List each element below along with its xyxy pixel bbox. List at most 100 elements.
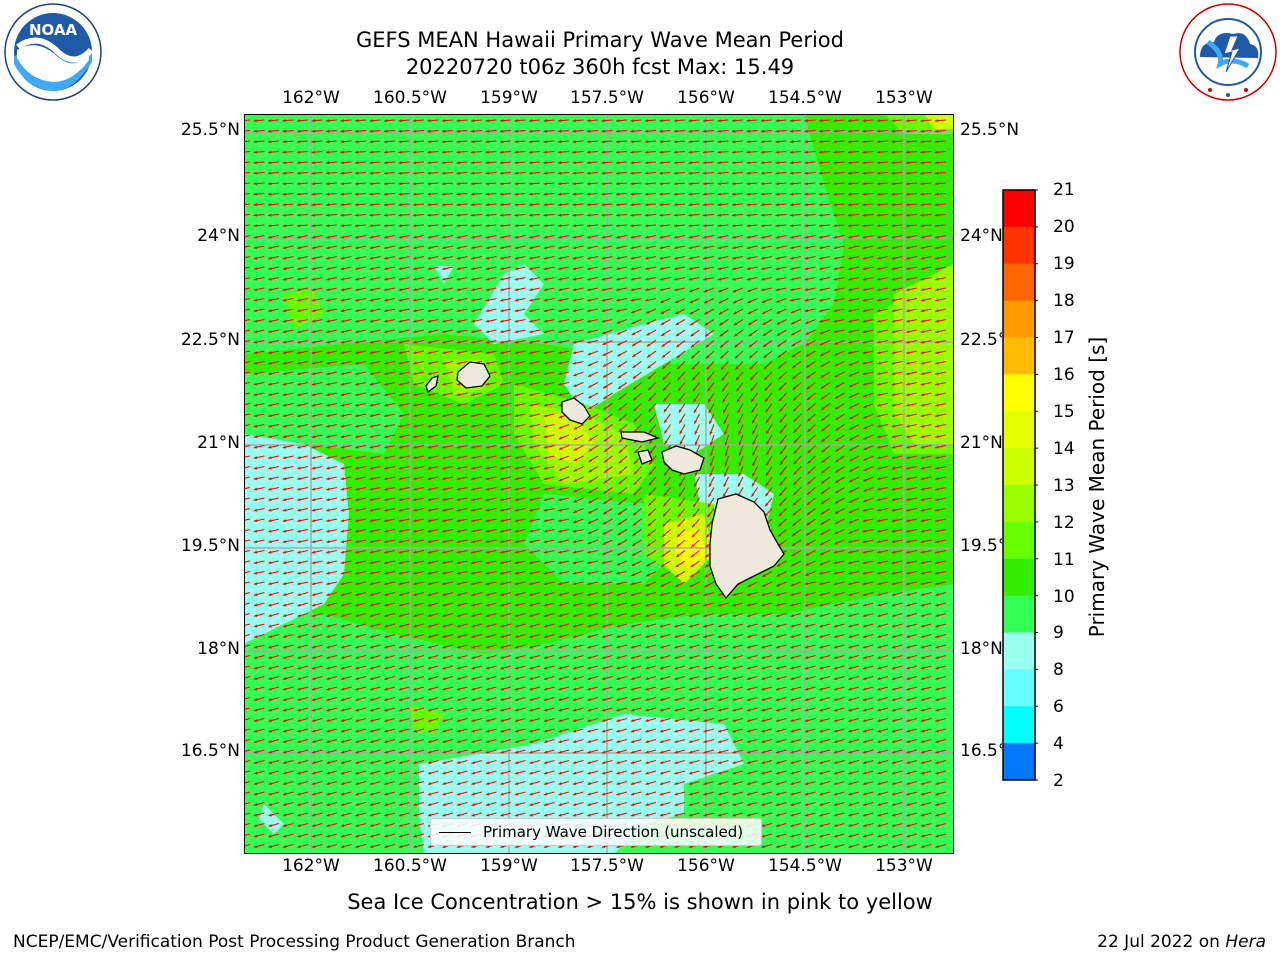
wave-arrow-head xyxy=(427,203,431,207)
wave-arrow-head xyxy=(543,309,548,313)
wave-arrow-head xyxy=(587,298,591,302)
wave-arrow-head xyxy=(616,256,620,260)
wave-arrow-head xyxy=(819,342,824,346)
wave-arrow-head xyxy=(708,409,712,414)
wave-arrow-head xyxy=(297,309,301,313)
wave-arrow-head xyxy=(819,256,823,260)
wave-arrow-head xyxy=(761,182,765,186)
wave-arrow-head xyxy=(807,407,811,411)
wave-arrow-head xyxy=(674,182,678,186)
wave-arrow-head xyxy=(529,246,533,250)
wave-arrow-head xyxy=(775,256,780,260)
wave-arrow-head xyxy=(862,288,867,292)
wave-arrow-head xyxy=(877,192,881,196)
wave-arrow-head xyxy=(268,140,272,144)
wave-arrow-head xyxy=(750,376,754,381)
wave-arrow-head xyxy=(645,203,649,207)
wave-arrow-head xyxy=(398,267,403,271)
wave-arrow-head xyxy=(862,171,866,175)
wave-arrow-head xyxy=(935,309,939,313)
wave-arrow-head xyxy=(413,182,417,186)
wave-arrow-head xyxy=(717,171,721,175)
wave-arrow-head xyxy=(848,213,852,217)
wave-arrow-head xyxy=(485,161,489,165)
wave-arrow-head xyxy=(514,224,518,228)
wave-arrow-head xyxy=(282,192,286,196)
wave-arrow-head xyxy=(311,182,315,186)
wave-arrow-head xyxy=(398,256,403,260)
wave-arrow-head xyxy=(659,235,664,239)
wave-arrow-head xyxy=(268,361,272,365)
wave-arrow-head xyxy=(340,140,344,144)
wave-arrow-head xyxy=(588,373,592,377)
wave-arrow-head xyxy=(384,393,388,397)
wave-arrow-head xyxy=(891,267,896,271)
wave-arrow-head xyxy=(659,150,663,154)
wave-arrow-head xyxy=(732,289,737,293)
wave-arrow-head xyxy=(543,192,547,196)
wave-arrow-head xyxy=(485,351,490,355)
wave-arrow-head xyxy=(485,171,489,175)
wave-arrow-head xyxy=(413,203,417,207)
wave-arrow-head xyxy=(471,277,475,281)
wave-arrow-head xyxy=(675,333,680,337)
wave-arrow-head xyxy=(369,393,374,397)
wave-arrow-head xyxy=(398,403,403,407)
wave-arrow-head xyxy=(920,256,925,260)
wave-arrow-head xyxy=(717,235,722,239)
wave-arrow-head xyxy=(282,171,286,175)
wave-arrow-head xyxy=(297,140,301,144)
wave-arrow-head xyxy=(792,386,797,390)
wave-arrow-head xyxy=(384,182,388,186)
wave-arrow-head xyxy=(369,414,374,418)
wave-arrow-head xyxy=(721,377,725,381)
wave-arrow-head xyxy=(253,298,258,302)
wave-arrow-head xyxy=(618,396,622,400)
wave-arrow-head xyxy=(746,267,751,271)
wave-arrow-head xyxy=(848,384,853,388)
wave-arrow-head xyxy=(413,150,417,154)
wave-arrow-head xyxy=(819,288,823,292)
wave-arrow-head xyxy=(253,119,257,123)
wave-arrow-head xyxy=(514,361,519,365)
wave-arrow-head xyxy=(297,235,301,239)
wave-arrow-head xyxy=(282,309,287,313)
wave-arrow-head xyxy=(398,235,403,239)
wave-arrow-head xyxy=(384,246,388,250)
wave-arrow-head xyxy=(485,267,490,271)
wave-arrow-head xyxy=(369,224,373,228)
wave-arrow-head xyxy=(456,267,461,271)
wave-arrow-head xyxy=(703,182,707,186)
wave-arrow-head xyxy=(848,330,852,334)
wave-arrow-head xyxy=(413,361,417,365)
wave-arrow-head xyxy=(427,161,431,165)
wave-arrow-head xyxy=(384,119,388,123)
wave-arrow-head xyxy=(442,340,446,344)
wave-arrow-head xyxy=(282,256,287,260)
wave-arrow-head xyxy=(891,256,896,260)
wave-arrow-head xyxy=(833,213,837,217)
wave-arrow-head xyxy=(529,182,533,186)
wave-arrow-head xyxy=(384,309,388,313)
wave-arrow-head xyxy=(737,398,740,403)
wave-arrow-head xyxy=(632,353,636,357)
wave-arrow-head xyxy=(471,298,475,302)
wave-arrow-head xyxy=(662,376,666,380)
wave-arrow-head xyxy=(297,256,301,260)
wave-arrow-head xyxy=(369,309,374,313)
wave-arrow-head xyxy=(833,129,837,133)
wave-arrow-head xyxy=(311,161,315,165)
wave-arrow-head xyxy=(485,330,490,334)
wave-arrow-head xyxy=(471,351,475,355)
wave-arrow-head xyxy=(877,182,881,186)
wave-arrow-head xyxy=(398,182,402,186)
wave-arrow-head xyxy=(935,298,939,302)
wave-arrow-head xyxy=(703,235,707,239)
wave-arrow-head xyxy=(587,203,591,207)
wave-arrow-head xyxy=(717,150,721,154)
wave-arrow-head xyxy=(297,267,301,271)
wave-arrow-head xyxy=(268,372,272,376)
wave-arrow-head xyxy=(891,393,896,397)
wave-arrow-head xyxy=(920,140,924,144)
wave-arrow-head xyxy=(920,224,924,228)
